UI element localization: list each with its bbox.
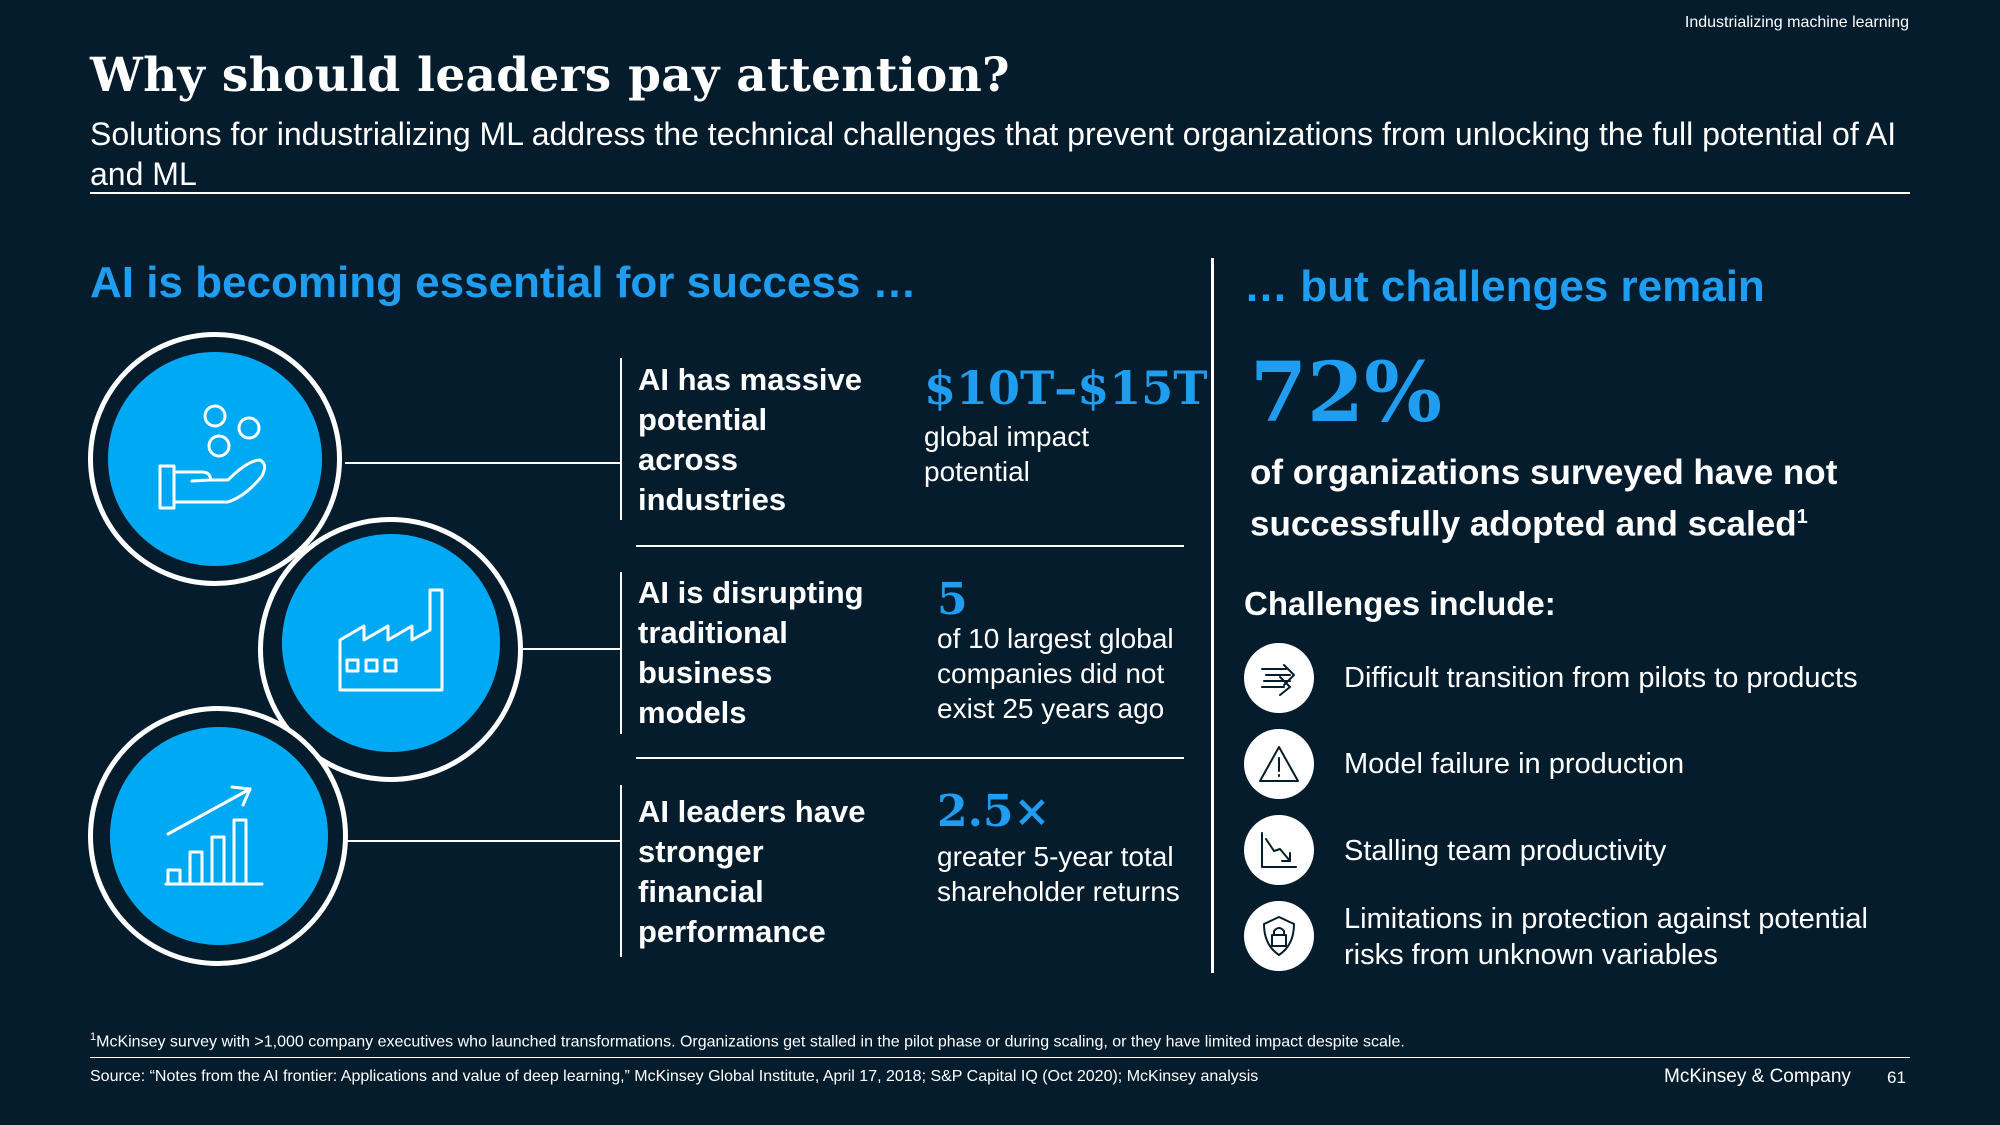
stat-desc-3-line: greater 5-year total <box>937 841 1174 872</box>
stat-value-1: $10T–$15T <box>924 361 1208 415</box>
row-label-2-line: business <box>638 655 773 690</box>
row-label-2-line: traditional <box>638 615 788 650</box>
hand-coins-icon <box>158 404 267 510</box>
page-number: 61 <box>1887 1068 1906 1087</box>
stat-value-3: 2.5× <box>937 786 1051 837</box>
row-label-3: AI leaders have stronger financial perfo… <box>638 792 865 952</box>
stat-desc-1-line: global impact <box>924 421 1089 452</box>
page-title: Why should leaders pay attention? <box>90 48 1010 103</box>
challenge-icon-3 <box>1244 815 1314 885</box>
challenge-text-1-line: Difficult transition from pilots to prod… <box>1344 662 1858 694</box>
challenge-text-3-line: Stalling team productivity <box>1344 835 1667 867</box>
challenge-text-2-line: Model failure in production <box>1344 748 1685 780</box>
row-bracket-3 <box>620 785 622 957</box>
brand-logo-text: McKinsey & Company <box>1664 1066 1851 1087</box>
challenge-icon-2 <box>1244 729 1314 799</box>
percent-stat: 72% <box>1250 345 1443 441</box>
icon-disc-3 <box>110 727 328 945</box>
stat-desc-2: of 10 largest global companies did not e… <box>937 621 1174 726</box>
icon-disc-1 <box>108 352 322 566</box>
transition-arrows-icon <box>1261 664 1295 696</box>
row-label-1-line: potential <box>638 402 768 437</box>
row-label-2-line: models <box>638 695 747 730</box>
connector-line-2 <box>520 648 621 650</box>
row-divider-1 <box>636 545 1184 547</box>
challenge-text-4: Limitations in protection against potent… <box>1344 901 1868 973</box>
column-divider <box>1211 258 1214 973</box>
challenge-icon-1 <box>1244 643 1314 713</box>
stat-desc-1: global impact potential <box>924 419 1089 489</box>
row-label-3-line: performance <box>638 914 826 949</box>
challenge-text-4-line: risks from unknown variables <box>1344 939 1718 971</box>
row-label-1-line: across <box>638 442 738 477</box>
row-label-2-line: AI is disrupting <box>638 575 864 610</box>
row-label-3-line: AI leaders have <box>638 794 866 829</box>
percent-description-text: successfully adopted and scaled <box>1250 504 1797 544</box>
connector-line-3 <box>345 840 621 842</box>
stat-desc-2-line: companies did not <box>937 658 1165 689</box>
right-section-heading: … but challenges remain <box>1244 262 1765 311</box>
row-label-1-line: industries <box>638 482 787 517</box>
source-note: Source: “Notes from the AI frontier: App… <box>90 1068 1259 1085</box>
stat-desc-2-line: of 10 largest global <box>937 623 1174 654</box>
row-label-2: AI is disrupting traditional business mo… <box>638 573 864 733</box>
page-subtitle: Solutions for industrializing ML address… <box>90 116 1897 192</box>
challenges-heading: Challenges include: <box>1244 585 1556 622</box>
challenge-text-1: Difficult transition from pilots to prod… <box>1344 660 1858 696</box>
footnote-marker: 1 <box>1796 506 1808 528</box>
stat-desc-2-line: exist 25 years ago <box>937 693 1165 724</box>
challenge-text-3: Stalling team productivity <box>1344 833 1666 869</box>
row-label-3-line: stronger <box>638 834 764 869</box>
connector-line-1 <box>345 462 621 464</box>
row-label-1-line: AI has massive <box>638 362 863 397</box>
challenge-text-2: Model failure in production <box>1344 746 1684 782</box>
row-bracket-2 <box>620 572 622 734</box>
row-label-1: AI has massive potential across industri… <box>638 360 862 520</box>
title-divider <box>90 192 1910 194</box>
stat-desc-3-line: shareholder returns <box>937 876 1180 907</box>
stat-value-2: 5 <box>937 574 968 625</box>
declining-chart-icon <box>1261 832 1297 868</box>
percent-description-line: of organizations surveyed have not <box>1250 453 1838 492</box>
shield-lock-icon <box>1263 916 1295 956</box>
footnote: 1McKinsey survey with >1,000 company exe… <box>90 1031 1405 1051</box>
left-section-heading: AI is becoming essential for success … <box>90 258 917 307</box>
row-label-3-line: financial <box>638 874 764 909</box>
percent-description: of organizations surveyed have not succe… <box>1250 450 1910 547</box>
stat-desc-1-line: potential <box>924 456 1030 487</box>
stat-desc-3: greater 5-year total shareholder returns <box>937 839 1180 909</box>
footer-divider <box>90 1057 1910 1058</box>
icon-disc-2 <box>282 534 500 752</box>
challenge-text-4-line: Limitations in protection against potent… <box>1344 903 1868 935</box>
row-divider-2 <box>636 757 1184 759</box>
document-section-label: Industrializing machine learning <box>1684 14 1909 31</box>
growth-chart-icon <box>164 785 264 886</box>
challenge-icon-4 <box>1244 901 1314 971</box>
footnote-marker: 1 <box>90 1031 97 1043</box>
factory-icon <box>338 588 444 692</box>
footnote-text: McKinsey survey with >1,000 company exec… <box>96 1033 1405 1051</box>
percent-description-line: successfully adopted and scaled1 <box>1250 495 1910 547</box>
row-bracket-1 <box>620 358 622 520</box>
warning-triangle-icon <box>1259 746 1299 782</box>
